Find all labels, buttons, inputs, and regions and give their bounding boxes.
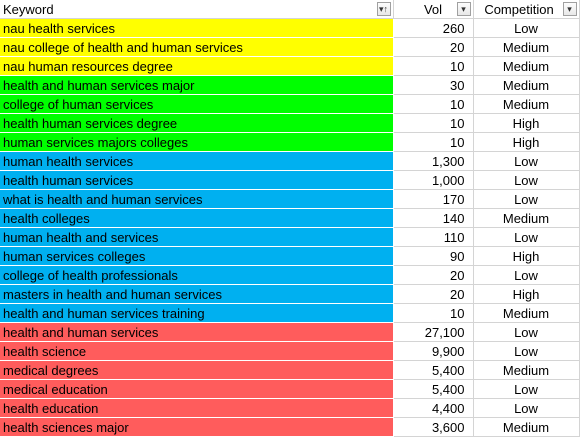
table-row[interactable]: human services majors colleges 10 High bbox=[0, 132, 580, 152]
vol-cell[interactable]: 110 bbox=[393, 227, 474, 247]
keyword-cell[interactable]: human services colleges bbox=[0, 246, 393, 266]
table-row[interactable]: what is health and human services 170 Low bbox=[0, 189, 580, 209]
vol-cell[interactable]: 10 bbox=[393, 132, 474, 152]
vol-cell[interactable]: 20 bbox=[393, 37, 474, 57]
competition-cell[interactable]: Low bbox=[473, 265, 580, 285]
table-row[interactable]: medical education 5,400 Low bbox=[0, 379, 580, 399]
competition-cell[interactable]: High bbox=[473, 132, 580, 152]
table-row[interactable]: nau health services 260 Low bbox=[0, 18, 580, 38]
competition-cell[interactable]: Medium bbox=[473, 417, 580, 437]
keyword-cell[interactable]: medical education bbox=[0, 379, 393, 399]
table-row[interactable]: health and human services 27,100 Low bbox=[0, 322, 580, 342]
table-row[interactable]: masters in health and human services 20 Hi… bbox=[0, 284, 580, 304]
keyword-header[interactable]: Keyword ▾↑ bbox=[0, 0, 394, 19]
table-row[interactable]: college of health professionals 20 Low bbox=[0, 265, 580, 285]
keyword-cell[interactable]: college of health professionals bbox=[0, 265, 393, 285]
keyword-cell[interactable]: human health services bbox=[0, 151, 393, 171]
vol-header-label: Vol bbox=[423, 1, 443, 17]
competition-cell[interactable]: High bbox=[473, 284, 580, 304]
table-row[interactable]: health colleges 140 Medium bbox=[0, 208, 580, 228]
competition-cell[interactable]: Low bbox=[473, 379, 580, 399]
vol-cell[interactable]: 260 bbox=[393, 18, 474, 38]
vol-cell[interactable]: 1,300 bbox=[393, 151, 474, 171]
keyword-cell[interactable]: health human services bbox=[0, 170, 393, 190]
competition-header[interactable]: Competition ▾ bbox=[473, 0, 580, 19]
competition-cell[interactable]: Low bbox=[473, 170, 580, 190]
keyword-cell[interactable]: health science bbox=[0, 341, 393, 361]
competition-cell[interactable]: Medium bbox=[473, 75, 580, 95]
vol-cell[interactable]: 27,100 bbox=[393, 322, 474, 342]
vol-cell[interactable]: 30 bbox=[393, 75, 474, 95]
competition-cell[interactable]: High bbox=[473, 246, 580, 266]
vol-cell[interactable]: 5,400 bbox=[393, 360, 474, 380]
table-row[interactable]: health and human services training 10 Medi… bbox=[0, 303, 580, 323]
keyword-cell[interactable]: human services majors colleges bbox=[0, 132, 393, 152]
table-row[interactable]: nau human resources degree 10 Medium bbox=[0, 56, 580, 76]
table-row[interactable]: health and human services major 30 Medium bbox=[0, 75, 580, 95]
keyword-cell[interactable]: nau health services bbox=[0, 18, 393, 38]
table-row[interactable]: health human services 1,000 Low bbox=[0, 170, 580, 190]
keyword-cell[interactable]: nau human resources degree bbox=[0, 56, 393, 76]
competition-cell[interactable]: Low bbox=[473, 398, 580, 418]
keyword-cell[interactable]: health sciences major bbox=[0, 417, 393, 437]
keyword-cell[interactable]: college of human services bbox=[0, 94, 393, 114]
competition-cell[interactable]: Low bbox=[473, 227, 580, 247]
keyword-cell[interactable]: health colleges bbox=[0, 208, 393, 228]
vol-cell[interactable]: 10 bbox=[393, 56, 474, 76]
competition-cell[interactable]: Medium bbox=[473, 303, 580, 323]
competition-cell[interactable]: Low bbox=[473, 341, 580, 361]
competition-cell[interactable]: Medium bbox=[473, 37, 580, 57]
vol-cell[interactable]: 5,400 bbox=[393, 379, 474, 399]
table-row[interactable]: human services colleges 90 High bbox=[0, 246, 580, 266]
keyword-cell[interactable]: human health and services bbox=[0, 227, 393, 247]
vol-header[interactable]: Vol ▾ bbox=[393, 0, 474, 19]
dropdown-icon[interactable]: ▾ bbox=[456, 2, 471, 16]
table-row[interactable]: health human services degree 10 High bbox=[0, 113, 580, 133]
vol-cell[interactable]: 170 bbox=[393, 189, 474, 209]
vol-cell[interactable]: 1,000 bbox=[393, 170, 474, 190]
keyword-cell[interactable]: health and human services major bbox=[0, 75, 393, 95]
competition-header-label: Competition bbox=[484, 1, 554, 17]
keyword-cell[interactable]: masters in health and human services bbox=[0, 284, 393, 304]
vol-cell[interactable]: 20 bbox=[393, 284, 474, 304]
header-row: Keyword ▾↑ Vol ▾ Competition ▾ bbox=[0, 0, 580, 19]
vol-cell[interactable]: 9,900 bbox=[393, 341, 474, 361]
competition-cell[interactable]: Low bbox=[473, 18, 580, 38]
competition-cell[interactable]: Medium bbox=[473, 94, 580, 114]
competition-cell[interactable]: Medium bbox=[473, 360, 580, 380]
keyword-cell[interactable]: health education bbox=[0, 398, 393, 418]
competition-cell[interactable]: Medium bbox=[473, 208, 580, 228]
keyword-cell[interactable]: nau college of health and human services bbox=[0, 37, 393, 57]
dropdown-icon[interactable]: ▾ bbox=[562, 2, 577, 16]
table-row[interactable]: health sciences major 3,600 Medium bbox=[0, 417, 580, 437]
table-row[interactable]: health education 4,400 Low bbox=[0, 398, 580, 418]
keyword-cell[interactable]: what is health and human services bbox=[0, 189, 393, 209]
table-row[interactable]: college of human services 10 Medium bbox=[0, 94, 580, 114]
table-row[interactable]: human health services 1,300 Low bbox=[0, 151, 580, 171]
table-row[interactable]: nau college of health and human services… bbox=[0, 37, 580, 57]
keyword-cell[interactable]: health and human services bbox=[0, 322, 393, 342]
competition-cell[interactable]: High bbox=[473, 113, 580, 133]
filter-sort-icon[interactable]: ▾↑ bbox=[376, 2, 391, 16]
keyword-cell[interactable]: health and human services training bbox=[0, 303, 393, 323]
competition-cell[interactable]: Low bbox=[473, 189, 580, 209]
keyword-cell[interactable]: health human services degree bbox=[0, 113, 393, 133]
keyword-header-label: Keyword bbox=[3, 1, 54, 17]
vol-cell[interactable]: 90 bbox=[393, 246, 474, 266]
vol-cell[interactable]: 10 bbox=[393, 303, 474, 323]
vol-cell[interactable]: 20 bbox=[393, 265, 474, 285]
vol-cell[interactable]: 3,600 bbox=[393, 417, 474, 437]
table-row[interactable]: health science 9,900 Low bbox=[0, 341, 580, 361]
vol-cell[interactable]: 4,400 bbox=[393, 398, 474, 418]
competition-cell[interactable]: Medium bbox=[473, 56, 580, 76]
keyword-cell[interactable]: medical degrees bbox=[0, 360, 393, 380]
table-row[interactable]: medical degrees 5,400 Medium bbox=[0, 360, 580, 380]
vol-cell[interactable]: 10 bbox=[393, 113, 474, 133]
table-row[interactable]: human health and services 110 Low bbox=[0, 227, 580, 247]
vol-cell[interactable]: 140 bbox=[393, 208, 474, 228]
vol-cell[interactable]: 10 bbox=[393, 94, 474, 114]
competition-cell[interactable]: Low bbox=[473, 322, 580, 342]
competition-cell[interactable]: Low bbox=[473, 151, 580, 171]
